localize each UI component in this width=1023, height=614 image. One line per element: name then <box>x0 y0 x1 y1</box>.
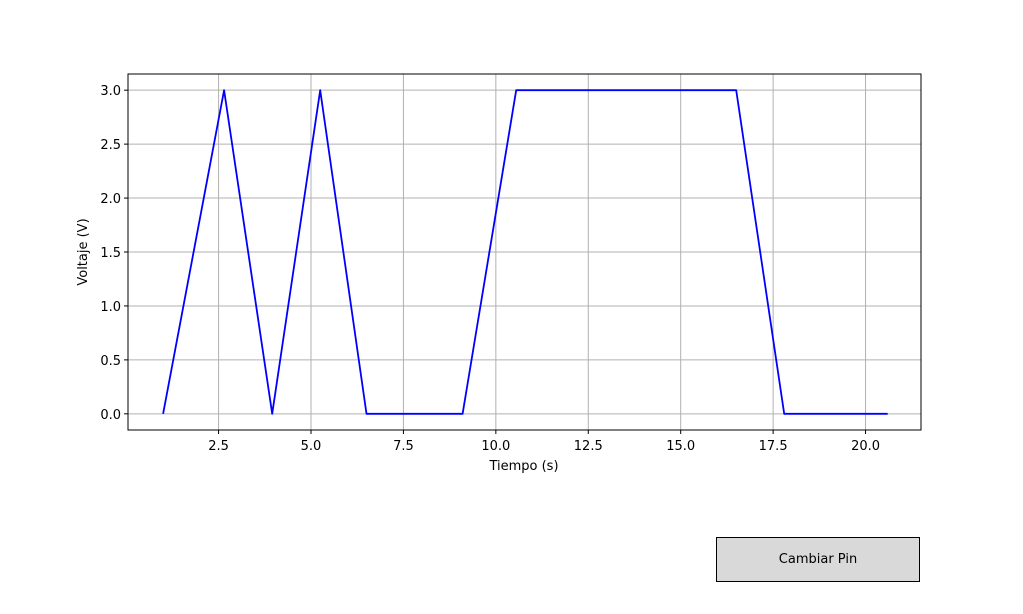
y-tick-label: 0.5 <box>100 354 121 369</box>
x-tick-label: 17.5 <box>759 439 788 454</box>
x-axis-label: Tiempo (s) <box>488 459 558 474</box>
y-tick-label: 2.0 <box>100 192 121 207</box>
y-tick-label: 1.5 <box>100 246 121 261</box>
x-tick-label: 10.0 <box>481 439 510 454</box>
y-tick-label: 0.0 <box>100 408 121 423</box>
change-pin-button[interactable]: Cambiar Pin <box>716 537 920 582</box>
y-tick-label: 1.0 <box>100 300 121 315</box>
ticks: 2.5 5.0 7.5 10.0 12.5 15.0 17.5 20.0 0.0 0.5 1.0 1.… <box>100 84 880 454</box>
x-tick-label: 2.5 <box>208 439 229 454</box>
x-tick-label: 15.0 <box>666 439 695 454</box>
x-tick-label: 20.0 <box>851 439 880 454</box>
x-tick-label: 7.5 <box>393 439 414 454</box>
y-tick-label: 3.0 <box>100 84 121 99</box>
series-layer <box>162 89 888 415</box>
x-tick-label: 12.5 <box>574 439 603 454</box>
series-line <box>162 89 888 415</box>
y-axis-label: Voltaje (V) <box>76 218 91 285</box>
y-tick-label: 2.5 <box>100 138 121 153</box>
grid <box>128 74 921 430</box>
x-tick-label: 5.0 <box>301 439 322 454</box>
